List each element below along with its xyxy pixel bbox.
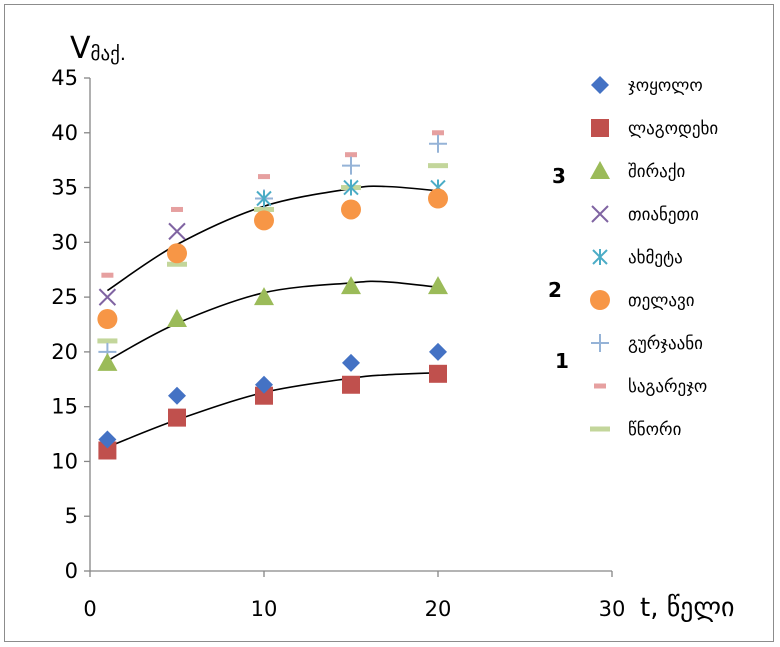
y-tick-label: 20: [51, 340, 78, 364]
series-3: [97, 276, 448, 371]
data-point: [168, 386, 186, 405]
legend-marker: [591, 119, 609, 137]
data-point: [428, 163, 448, 169]
chart-frame: [4, 4, 774, 642]
trendline-1: [107, 371, 439, 448]
data-point: [97, 338, 118, 344]
data-point: [258, 174, 270, 180]
legend-marker: [591, 334, 609, 352]
data-point: [254, 287, 274, 306]
data-point: [256, 190, 272, 207]
legend-marker: [594, 383, 606, 389]
y-tick-label: 0: [65, 559, 78, 583]
legend-entry: ახმეტა: [592, 248, 683, 268]
series-7: [98, 134, 447, 361]
legend-marker: [590, 290, 610, 310]
series-1: [98, 342, 447, 449]
data-point: [97, 352, 118, 371]
series-8: [101, 130, 444, 278]
legend-marker: [590, 161, 610, 179]
legend-entry: შირაქი: [590, 161, 685, 182]
curve-label-2: 2: [548, 278, 562, 302]
legend-entry: თიანეთი: [591, 205, 699, 225]
data-point: [428, 188, 448, 209]
data-point: [255, 386, 273, 405]
y-tick-label: 30: [51, 230, 78, 254]
data-point: [254, 210, 274, 231]
series-2: [98, 364, 447, 460]
data-point: [432, 130, 444, 136]
y-tick-label: 35: [51, 176, 78, 200]
legend-label: ახმეტა: [628, 248, 683, 268]
y-axis-title-main: V: [70, 31, 91, 66]
legend-marker: [592, 249, 608, 265]
data-point: [171, 206, 183, 212]
data-point: [167, 309, 187, 328]
data-point: [341, 276, 361, 295]
legend-label: გურჯაანი: [628, 334, 703, 354]
legend-entry: გურჯაანი: [591, 334, 703, 354]
x-tick-label: 0: [83, 597, 96, 621]
data-point: [167, 243, 187, 264]
x-axis-title: t, წელი: [640, 593, 735, 623]
data-points: [97, 130, 448, 460]
data-point: [343, 179, 359, 196]
y-tick-label: 15: [51, 395, 78, 419]
data-point: [345, 152, 357, 158]
data-point: [254, 206, 274, 212]
y-tick-label: 45: [51, 66, 78, 90]
trendline-3: [106, 185, 439, 292]
legend-marker: [591, 76, 609, 94]
data-point: [98, 430, 117, 449]
x-tick-label: 10: [251, 597, 278, 621]
data-point: [168, 222, 186, 241]
data-point: [101, 272, 114, 278]
series-6: [97, 188, 448, 330]
data-point: [98, 441, 117, 460]
curve-label-3: 3: [552, 164, 566, 188]
legend-marker: [590, 426, 610, 432]
legend-entry: საგარეჯო: [594, 377, 707, 397]
legend-label: საგარეჯო: [628, 377, 707, 397]
legend-label: ლაგოდეხი: [628, 119, 718, 139]
y-tick-label: 10: [51, 449, 78, 473]
series-9: [97, 163, 448, 344]
plot-area: 0 5 10 15 20 25 30 35 40 45 0 10 20 30: [51, 66, 625, 621]
y-axis-title-sub: მაქ.: [91, 43, 126, 65]
data-point: [342, 353, 360, 372]
data-point: [429, 342, 447, 361]
data-point: [342, 375, 360, 394]
data-point: [341, 199, 361, 220]
y-tick-label: 5: [65, 504, 78, 528]
y-tick-label: 40: [51, 121, 78, 145]
legend-entry: თელავი: [590, 290, 695, 311]
legend-entry: ლაგოდეხი: [591, 119, 718, 139]
legend-marker: [591, 205, 609, 223]
legend: ჯოყოლო ლაგოდეხი შირაქი თიანეთი ახმეტა თელავი გ…: [590, 76, 718, 440]
curve-label-1: 1: [555, 349, 569, 373]
legend-label: თიანეთი: [628, 205, 699, 225]
data-point: [255, 375, 273, 394]
legend-entry: წნორი: [590, 420, 681, 440]
data-point: [429, 364, 447, 383]
legend-label: თელავი: [628, 291, 695, 311]
data-point: [98, 288, 117, 306]
series-4: [98, 222, 186, 306]
data-point: [97, 309, 118, 330]
x-tick-label: 20: [425, 597, 452, 621]
legend-label: წნორი: [628, 420, 681, 440]
data-point: [429, 134, 447, 153]
data-point: [342, 156, 360, 175]
data-point: [168, 408, 186, 427]
x-tick-label: 30: [599, 597, 626, 621]
y-tick-label: 25: [51, 285, 78, 309]
trendline-2: [107, 280, 439, 362]
legend-entry: ჯოყოლო: [591, 76, 703, 96]
data-point: [167, 261, 187, 267]
data-point: [428, 276, 448, 295]
legend-label: ჯოყოლო: [628, 76, 703, 96]
legend-label: შირაქი: [628, 162, 685, 182]
y-axis-title: Vმაქ.: [70, 31, 126, 66]
